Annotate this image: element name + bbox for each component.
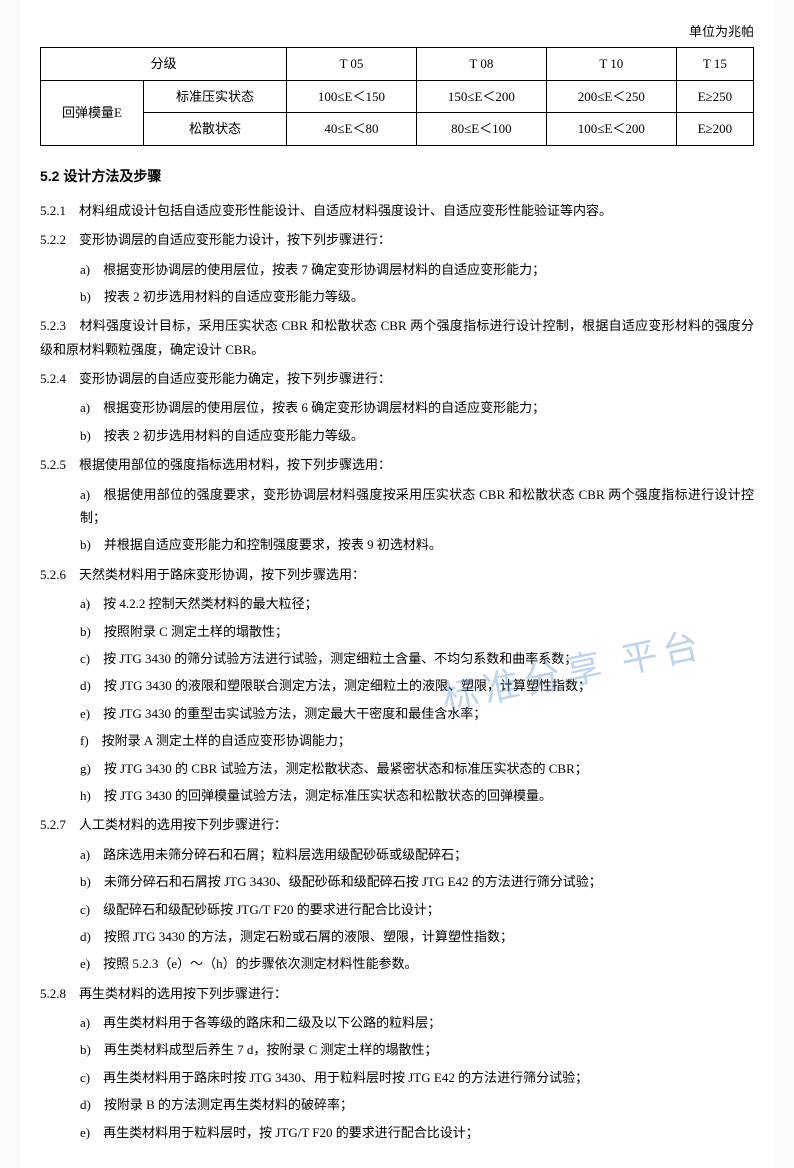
c01: 150≤E＜200 bbox=[416, 80, 546, 112]
c12: 100≤E＜200 bbox=[546, 113, 676, 145]
row-label: 回弹模量E bbox=[41, 80, 144, 145]
th-t05: T 05 bbox=[287, 48, 417, 80]
list-item: f) 按附录 A 测定土样的自适应变形协调能力； bbox=[80, 729, 754, 752]
th-grade: 分级 bbox=[41, 48, 287, 80]
list-5-2-2: a) 根据变形协调层的使用层位，按表 7 确定变形协调层材料的自适应变形能力； … bbox=[80, 258, 754, 309]
list-item: c) 按 JTG 3430 的筛分试验方法进行试验，测定细粒土含量、不均匀系数和… bbox=[80, 647, 754, 670]
list-item: c) 再生类材料用于路床时按 JTG 3430、用于粒料层时按 JTG E42 … bbox=[80, 1066, 754, 1089]
list-item: b) 按照附录 C 测定土样的塌散性； bbox=[80, 620, 754, 643]
list-item: e) 再生类材料用于粒料层时，按 JTG/T F20 的要求进行配合比设计； bbox=[80, 1121, 754, 1144]
c13: E≥200 bbox=[676, 113, 753, 145]
unit-label: 单位为兆帕 bbox=[40, 20, 754, 43]
list-item: b) 再生类材料成型后养生 7 d，按附录 C 测定土样的塌散性； bbox=[80, 1038, 754, 1061]
list-item: b) 按表 2 初步选用材料的自适应变形能力等级。 bbox=[80, 285, 754, 308]
list-5-2-5: a) 根据使用部位的强度要求，变形协调层材料强度按采用压实状态 CBR 和松散状… bbox=[80, 483, 754, 557]
list-item: d) 按 JTG 3430 的液限和塑限联合测定方法，测定细粒土的液限、塑限，计… bbox=[80, 674, 754, 697]
list-5-2-8: a) 再生类材料用于各等级的路床和二级及以下公路的粒料层； b) 再生类材料成型… bbox=[80, 1011, 754, 1144]
list-item: c) 级配碎石和级配砂砾按 JTG/T F20 的要求进行配合比设计； bbox=[80, 898, 754, 921]
list-item: b) 按表 2 初步选用材料的自适应变形能力等级。 bbox=[80, 424, 754, 447]
state-1: 松散状态 bbox=[144, 113, 287, 145]
list-item: b) 并根据自适应变形能力和控制强度要求，按表 9 初选材料。 bbox=[80, 533, 754, 556]
list-item: a) 根据变形协调层的使用层位，按表 6 确定变形协调层材料的自适应变形能力； bbox=[80, 396, 754, 419]
list-item: b) 未筛分碎石和石屑按 JTG 3430、级配砂砾和级配碎石按 JTG E42… bbox=[80, 870, 754, 893]
c10: 40≤E＜80 bbox=[287, 113, 417, 145]
c03: E≥250 bbox=[676, 80, 753, 112]
p-5-2-1: 5.2.1 材料组成设计包括自适应变形性能设计、自适应材料强度设计、自适应变形性… bbox=[40, 199, 754, 222]
list-item: g) 按 JTG 3430 的 CBR 试验方法，测定松散状态、最紧密状态和标准… bbox=[80, 757, 754, 780]
p-5-2-4: 5.2.4 变形协调层的自适应变形能力确定，按下列步骤进行： bbox=[40, 367, 754, 390]
state-0: 标准压实状态 bbox=[144, 80, 287, 112]
c00: 100≤E＜150 bbox=[287, 80, 417, 112]
section-title: 5.2 设计方法及步骤 bbox=[40, 164, 754, 189]
list-item: a) 根据使用部位的强度要求，变形协调层材料强度按采用压实状态 CBR 和松散状… bbox=[80, 483, 754, 530]
list-item: e) 按照 5.2.3（e）～（h）的步骤依次测定材料性能参数。 bbox=[80, 952, 754, 975]
list-item: d) 按附录 B 的方法测定再生类材料的破碎率； bbox=[80, 1093, 754, 1116]
list-item: d) 按照 JTG 3430 的方法，测定石粉或石屑的液限、塑限，计算塑性指数； bbox=[80, 925, 754, 948]
list-item: a) 再生类材料用于各等级的路床和二级及以下公路的粒料层； bbox=[80, 1011, 754, 1034]
p-5-2-7: 5.2.7 人工类材料的选用按下列步骤进行： bbox=[40, 813, 754, 836]
c11: 80≤E＜100 bbox=[416, 113, 546, 145]
p-5-2-3: 5.2.3 材料强度设计目标，采用压实状态 CBR 和松散状态 CBR 两个强度… bbox=[40, 314, 754, 361]
p-5-2-5: 5.2.5 根据使用部位的强度指标选用材料，按下列步骤选用： bbox=[40, 453, 754, 476]
list-item: a) 路床选用未筛分碎石和石屑；粒料层选用级配砂砾或级配碎石； bbox=[80, 843, 754, 866]
list-item: h) 按 JTG 3430 的回弹模量试验方法，测定标准压实状态和松散状态的回弹… bbox=[80, 784, 754, 807]
p-5-2-8: 5.2.8 再生类材料的选用按下列步骤进行： bbox=[40, 982, 754, 1005]
list-item: e) 按 JTG 3430 的重型击实试验方法，测定最大干密度和最佳含水率； bbox=[80, 702, 754, 725]
th-t15: T 15 bbox=[676, 48, 753, 80]
modulus-table: 分级 T 05 T 08 T 10 T 15 回弹模量E 标准压实状态 100≤… bbox=[40, 47, 754, 145]
c02: 200≤E＜250 bbox=[546, 80, 676, 112]
p-5-2-2: 5.2.2 变形协调层的自适应变形能力设计，按下列步骤进行： bbox=[40, 228, 754, 251]
p-5-2-6: 5.2.6 天然类材料用于路床变形协调，按下列步骤选用： bbox=[40, 563, 754, 586]
th-t10: T 10 bbox=[546, 48, 676, 80]
list-item: a) 根据变形协调层的使用层位，按表 7 确定变形协调层材料的自适应变形能力； bbox=[80, 258, 754, 281]
list-5-2-6: a) 按 4.2.2 控制天然类材料的最大粒径； b) 按照附录 C 测定土样的… bbox=[80, 592, 754, 807]
list-5-2-7: a) 路床选用未筛分碎石和石屑；粒料层选用级配砂砾或级配碎石； b) 未筛分碎石… bbox=[80, 843, 754, 976]
list-item: a) 按 4.2.2 控制天然类材料的最大粒径； bbox=[80, 592, 754, 615]
th-t08: T 08 bbox=[416, 48, 546, 80]
list-5-2-4: a) 根据变形协调层的使用层位，按表 6 确定变形协调层材料的自适应变形能力； … bbox=[80, 396, 754, 447]
